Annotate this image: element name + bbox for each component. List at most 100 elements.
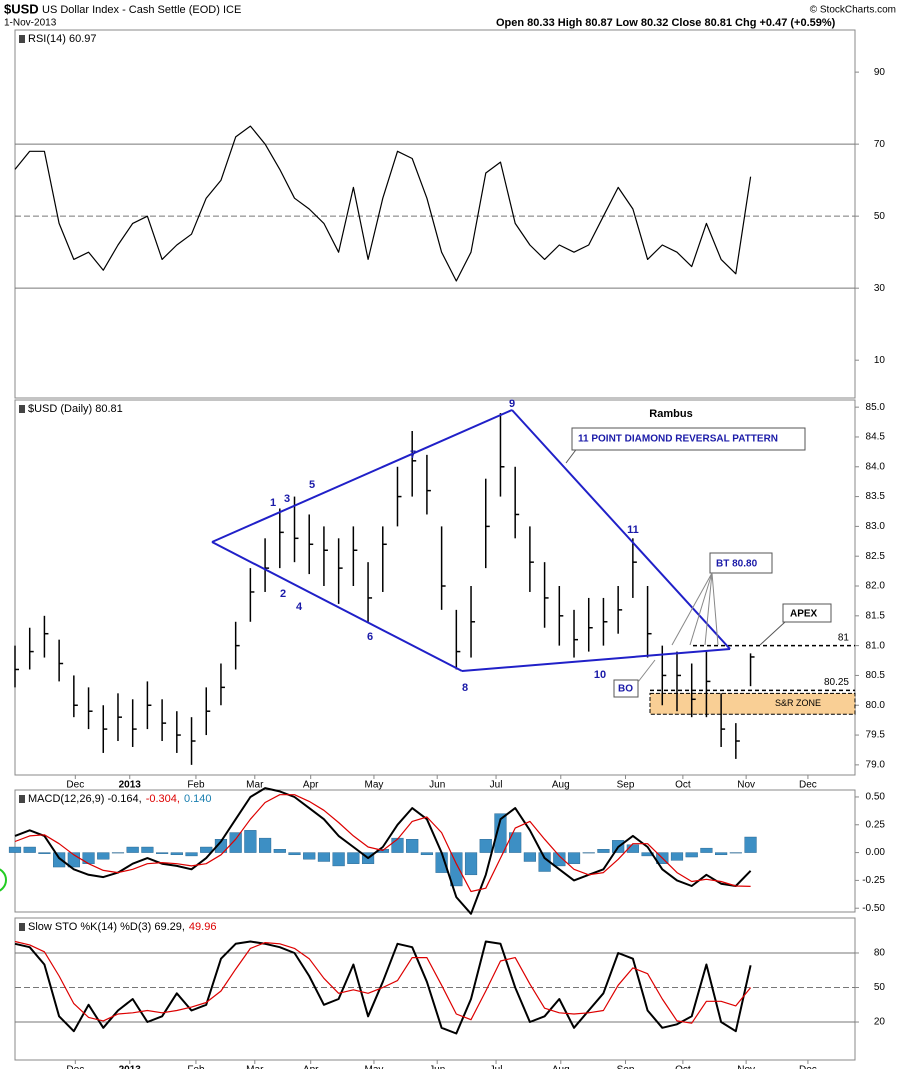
- callout-box: [571, 427, 806, 451]
- pattern-title: 11 POINT DIAMOND REVERSAL PATTERN: [578, 434, 778, 445]
- x-tick-label: Dec: [799, 1065, 817, 1069]
- pattern-point: 9: [509, 398, 515, 410]
- histogram-bar: [156, 852, 169, 854]
- decoration: [0, 868, 7, 892]
- histogram-bar: [303, 852, 316, 860]
- histogram-bar: [126, 846, 139, 853]
- pattern-point: 3: [284, 493, 290, 505]
- panel-title: MACD(12,26,9) -0.164, -0.304, 0.140: [28, 793, 212, 805]
- y-tick-label: 79.0: [866, 760, 886, 771]
- y-tick-label: 50: [874, 211, 886, 222]
- y-tick-label: 10: [874, 355, 886, 366]
- x-tick-label: Nov: [737, 780, 755, 791]
- panel-title: $USD (Daily) 80.81: [28, 403, 123, 415]
- y-tick-label: 0.25: [866, 819, 886, 830]
- histogram-bar: [97, 852, 110, 860]
- y-tick-label: 82.5: [866, 551, 886, 562]
- y-tick-label: 81.0: [866, 640, 886, 651]
- title-part: Slow STO %K(14) %D(3) 69.29,: [28, 921, 185, 933]
- callout-box: [709, 552, 773, 574]
- histogram-bar: [567, 852, 581, 864]
- histogram-bar: [391, 837, 404, 853]
- y-tick-label: 90: [874, 67, 886, 78]
- level-label: 81: [838, 632, 850, 643]
- pattern-point: 10: [594, 669, 606, 681]
- histogram-bar: [141, 846, 154, 853]
- x-tick-label: Nov: [737, 1065, 755, 1069]
- y-tick-label: 81.5: [866, 610, 886, 621]
- y-tick-label: 80: [874, 948, 886, 959]
- title-part: 49.96: [189, 921, 217, 933]
- y-tick-label: 80.0: [866, 700, 886, 711]
- x-tick-label: Mar: [246, 780, 264, 791]
- panel-icon: [19, 35, 25, 43]
- x-tick-label: May: [364, 780, 383, 791]
- histogram-bar: [200, 846, 213, 853]
- histogram-bar: [317, 852, 331, 862]
- trendline: [511, 409, 731, 650]
- x-tick-label: Apr: [303, 1065, 319, 1069]
- histogram-bar: [509, 832, 522, 853]
- panel-frame: [14, 29, 856, 399]
- callout-line: [637, 659, 656, 683]
- y-tick-label: 83.5: [866, 491, 886, 502]
- callout-box: [782, 603, 832, 623]
- x-tick-label: Dec: [66, 1065, 84, 1069]
- histogram-bar: [744, 836, 757, 853]
- y-tick-label: 70: [874, 139, 886, 150]
- x-tick-label: Aug: [552, 780, 570, 791]
- symbol: $USD: [4, 1, 39, 16]
- instrument-name: US Dollar Index - Cash Settle (EOD) ICE: [42, 4, 241, 16]
- histogram-bar: [273, 849, 286, 853]
- y-tick-label: 0.00: [866, 847, 886, 858]
- histogram-bar: [185, 852, 198, 857]
- trendline: [211, 409, 513, 543]
- y-tick-label: 50: [874, 982, 886, 993]
- y-tick-label: 85.0: [866, 402, 886, 413]
- zone: [649, 692, 856, 715]
- series-line: [14, 125, 752, 282]
- panel-title: Slow STO %K(14) %D(3) 69.29, 49.96: [28, 921, 216, 933]
- pattern-point: 11: [627, 524, 639, 536]
- histogram-bar: [82, 852, 95, 864]
- histogram-bar: [244, 830, 257, 853]
- callout-line: [711, 572, 719, 646]
- panel-frame: [14, 917, 856, 1061]
- histogram-bar: [53, 852, 66, 868]
- histogram-bar: [523, 852, 536, 862]
- x-tick-label: Sep: [617, 1065, 635, 1069]
- panel-frame: [14, 399, 856, 776]
- histogram-bar: [288, 852, 301, 856]
- x-tick-label: Feb: [187, 1065, 205, 1069]
- zone-label: S&R ZONE: [775, 698, 821, 708]
- histogram-bar: [111, 852, 125, 854]
- histogram-bar: [729, 852, 742, 854]
- x-tick-label: Jul: [490, 780, 503, 791]
- pattern-point: 5: [309, 479, 315, 491]
- callout-label: BT 80.80: [716, 559, 758, 570]
- pattern-point: 2: [280, 588, 286, 600]
- pattern-point: 1: [270, 497, 276, 509]
- histogram-bar: [494, 813, 507, 853]
- y-tick-label: 82.0: [866, 581, 886, 592]
- histogram-bar: [67, 852, 80, 868]
- histogram-bar: [8, 846, 22, 853]
- x-tick-label: 2013: [119, 780, 142, 791]
- y-tick-label: -0.25: [862, 875, 885, 886]
- histogram-bar: [582, 852, 595, 854]
- histogram-bar: [38, 852, 51, 854]
- histogram-bar: [700, 847, 713, 853]
- y-tick-label: 79.5: [866, 730, 886, 741]
- histogram-bar: [23, 846, 36, 853]
- pattern-point: 8: [462, 682, 468, 694]
- callout-label: BO: [618, 684, 633, 695]
- y-tick-label: 20: [874, 1017, 886, 1028]
- callout-line: [671, 572, 713, 646]
- histogram-bar: [715, 852, 728, 856]
- pattern-point: 7: [410, 449, 416, 461]
- histogram-bar: [670, 852, 684, 861]
- x-tick-label: Sep: [617, 780, 635, 791]
- y-tick-label: 30: [874, 283, 886, 294]
- callout-line: [759, 621, 786, 646]
